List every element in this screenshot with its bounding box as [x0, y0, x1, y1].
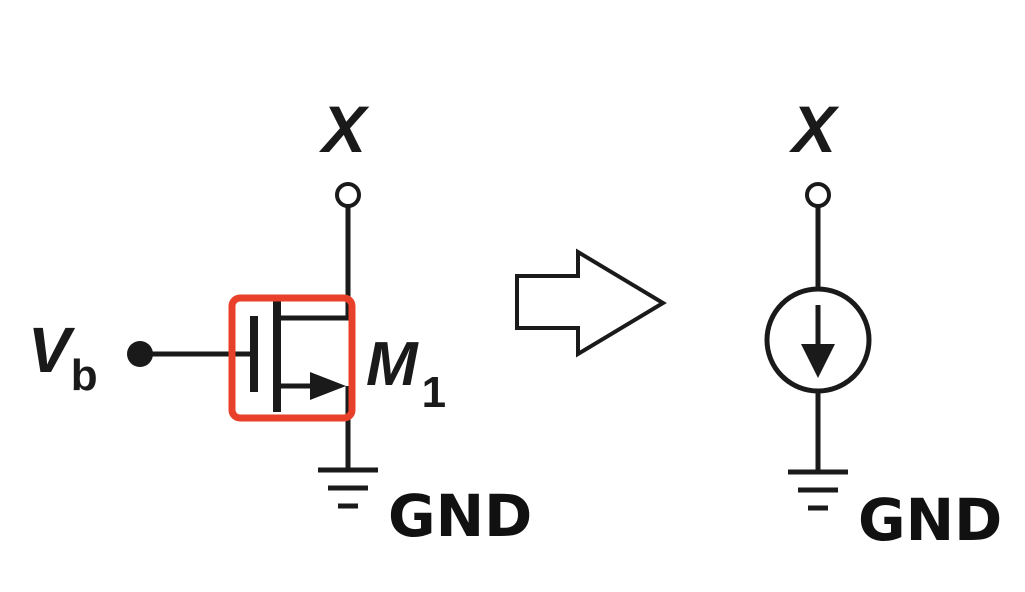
left-gnd-label: GND [388, 482, 532, 550]
right-node-x-label: X [788, 92, 840, 166]
equivalence-arrow-icon [515, 248, 667, 358]
transistor-highlight-box [228, 294, 356, 422]
current-arrow-down-icon [801, 344, 835, 378]
left-node-x-label: X [318, 92, 370, 166]
left-ground-icon [318, 467, 378, 509]
vb-label: Vb [28, 314, 98, 400]
left-circuit: X Vb M1 [28, 92, 532, 550]
source-arrow-icon [310, 372, 346, 400]
right-node-x-terminal [805, 182, 831, 208]
right-gnd-label: GND [858, 486, 1002, 554]
right-ground-icon [788, 469, 848, 511]
left-node-x-terminal [335, 182, 361, 208]
right-circuit: X GND [764, 92, 1002, 554]
m1-label: M1 [366, 330, 446, 417]
